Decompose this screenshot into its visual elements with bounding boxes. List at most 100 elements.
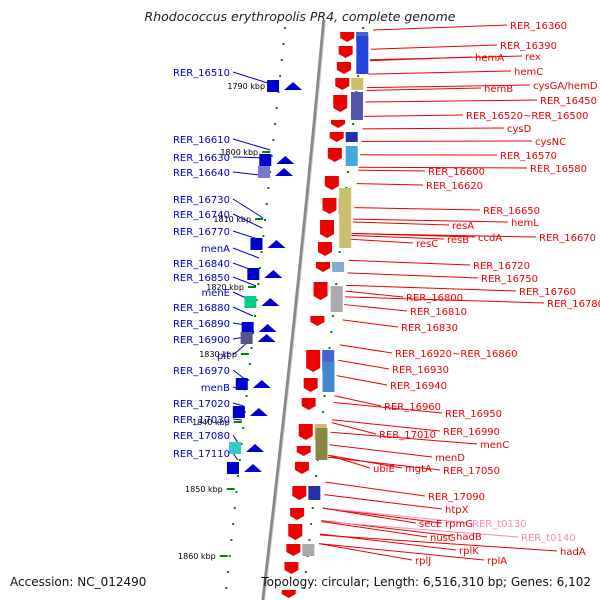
- right-leader-line: [319, 533, 457, 551]
- minus-strand-gene-arrow: [301, 398, 316, 410]
- right-leader-line: [319, 534, 558, 552]
- scale-tick-label: 1810 kbp: [213, 215, 251, 224]
- inner-track-dot: [270, 155, 273, 157]
- right-leader-line: [318, 543, 413, 561]
- right-leader-line: [362, 127, 505, 130]
- inner-track-dot: [238, 459, 241, 461]
- left-gene-labels: RER_16510 RER_16610 RER_16630 RER_16640 RER_…: [173, 68, 230, 460]
- left-gene-label: RER_16900: [173, 335, 230, 346]
- outer-track-dot: [321, 411, 324, 413]
- inner-track-dot: [257, 283, 260, 285]
- minus-strand-gene-arrow: [284, 562, 299, 574]
- right-leader-line: [331, 419, 441, 432]
- right-leader-line: [370, 44, 498, 50]
- minus-strand-gene-arrow: [310, 316, 325, 326]
- right-gene-label: hadB: [456, 532, 482, 543]
- right-leader-line: [347, 272, 479, 279]
- right-leader-line: [363, 114, 464, 117]
- annotation-block: [322, 362, 335, 392]
- right-gene-label: RER_16390: [500, 41, 557, 52]
- plus-strand-gene-arrow: [243, 464, 262, 472]
- right-gene-label: ubiE: [373, 464, 395, 475]
- right-leader-line: [344, 296, 545, 304]
- left-gene-label: RER_16880: [173, 303, 230, 314]
- left-gene-label: menE: [201, 288, 230, 299]
- chromosome-backbone: [261, 19, 326, 600]
- right-gene-label: hemC: [514, 67, 543, 78]
- outer-track-dot: [362, 27, 365, 29]
- inner-track-dot: [272, 139, 275, 141]
- right-gene-label: hadA: [560, 547, 586, 558]
- right-gene-label: hemB: [484, 84, 513, 95]
- minus-strand-gene-arrow: [294, 462, 309, 474]
- right-gene-label: RER_16780: [547, 299, 600, 310]
- left-gene-label: RER_16510: [173, 68, 230, 79]
- right-gene-label: cysD: [507, 124, 532, 135]
- right-gene-label: menD: [435, 453, 465, 464]
- outer-track-dot: [305, 571, 308, 573]
- plus-strand-feature-block: [232, 406, 245, 418]
- plus-strand-gene-arrow: [275, 168, 294, 176]
- left-leader-line: [232, 138, 271, 151]
- outer-track-dot: [310, 523, 313, 525]
- minus-strand-gene-arrow: [316, 262, 331, 272]
- plus-strand-gene-arrow: [249, 408, 268, 416]
- right-gene-label: RER_16570: [500, 151, 557, 162]
- annotation-block: [350, 92, 363, 120]
- right-gene-label: RER_16520~RER_16500: [466, 111, 588, 122]
- right-gene-label: rex: [525, 52, 541, 63]
- minus-strand-feature-block: [351, 78, 364, 90]
- right-gene-label: RER_16800: [406, 293, 463, 304]
- right-gene-label: RER_16950: [445, 409, 502, 420]
- right-leader-line: [368, 70, 512, 75]
- right-gene-label: rplJ: [415, 556, 431, 567]
- right-leader-line: [328, 456, 441, 471]
- left-gene-label: RER_17020: [173, 399, 230, 410]
- accession-label: Accession: NC_012490: [10, 575, 147, 589]
- outer-track-dot: [328, 347, 331, 349]
- right-gene-label: RER_17050: [443, 466, 500, 477]
- inner-track-dot: [233, 507, 236, 509]
- minus-strand-gene-arrow: [317, 242, 332, 256]
- right-leader-line: [336, 375, 388, 386]
- minus-strand-gene-arrow: [340, 32, 355, 42]
- right-gene-label: RER_16830: [401, 323, 458, 334]
- right-leader-line: [365, 99, 538, 103]
- outer-track-dot: [335, 283, 338, 285]
- right-gene-label: nusG: [430, 533, 456, 544]
- minus-strand-gene-arrow: [288, 524, 303, 540]
- scale-tick-label: 1830 kbp: [199, 350, 237, 359]
- minus-strand-gene-arrow: [335, 78, 350, 90]
- left-leader-line: [232, 247, 260, 259]
- plus-strand-feature-block: [244, 296, 257, 308]
- plus-strand-feature-block: [241, 322, 254, 334]
- inner-track-dot: [274, 123, 277, 125]
- minus-strand-gene-arrow: [322, 198, 337, 214]
- right-leader-line: [329, 444, 433, 458]
- plus-strand-feature-block: [235, 378, 248, 390]
- outer-track-dot: [357, 75, 360, 77]
- outer-track-dot: [352, 123, 355, 125]
- left-gene-label: RER_16970: [173, 366, 230, 377]
- left-gene-label: pit: [217, 351, 230, 362]
- left-gene-label: menA: [201, 244, 230, 255]
- plus-strand-feature-block: [258, 166, 271, 178]
- minus-strand-gene-arrow: [292, 486, 307, 500]
- right-gene-label: RER_16580: [530, 164, 587, 175]
- scale-tick-label: 1820 kbp: [206, 283, 244, 292]
- right-gene-label: RER_16990: [443, 427, 500, 438]
- right-leader-line: [342, 319, 399, 328]
- plus-strand-gene-arrow: [261, 298, 280, 306]
- inner-track-dot: [247, 379, 250, 381]
- inner-track-dot: [250, 347, 253, 349]
- inner-track-dot: [282, 43, 285, 45]
- right-leader-line: [354, 207, 481, 211]
- right-leader-line: [334, 395, 382, 407]
- left-leader-line: [232, 276, 257, 287]
- inner-track-dot: [275, 107, 278, 109]
- left-leader-line: [232, 418, 243, 421]
- annotation-block: [345, 146, 358, 166]
